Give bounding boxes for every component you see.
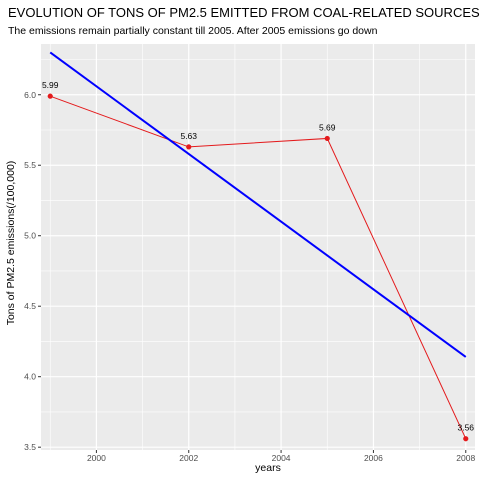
y-axis: 3.5 4.0 4.5 5.0 5.5 6.0 bbox=[24, 90, 41, 452]
data-label: 5.99 bbox=[42, 80, 59, 90]
x-axis-label: years bbox=[255, 462, 281, 474]
chart-title: EVOLUTION OF TONS OF PM2.5 EMITTED FROM … bbox=[8, 5, 480, 20]
data-label: 3.56 bbox=[457, 423, 474, 433]
trend-line bbox=[49, 51, 467, 358]
y-tick-label: 6.0 bbox=[24, 90, 36, 100]
data-label: 5.63 bbox=[180, 131, 197, 141]
x-tick-label: 2000 bbox=[87, 453, 106, 463]
x-tick-label: 2004 bbox=[272, 453, 291, 463]
plot-panel bbox=[41, 44, 475, 450]
data-label: 5.69 bbox=[319, 122, 336, 132]
y-tick-label: 4.0 bbox=[24, 372, 36, 382]
minor-gridlines bbox=[41, 44, 475, 450]
x-tick-label: 2002 bbox=[179, 453, 198, 463]
data-point bbox=[463, 436, 469, 442]
y-tick-label: 4.5 bbox=[24, 301, 36, 311]
chart-subtitle: The emissions remain partially constant … bbox=[8, 25, 378, 37]
emissions-line bbox=[50, 95, 467, 439]
data-point bbox=[324, 135, 330, 142]
x-axis: 2000 2002 2004 2006 2008 bbox=[87, 450, 475, 463]
data-point bbox=[186, 144, 192, 150]
y-axis-label: Tons of PM2.5 emissions(/100,000) bbox=[5, 161, 17, 326]
y-tick-label: 5.0 bbox=[24, 231, 36, 241]
data-point bbox=[47, 93, 53, 99]
x-tick-label: 2008 bbox=[456, 453, 475, 463]
x-tick-label: 2006 bbox=[364, 453, 383, 463]
data-labels: 5.99 5.63 5.69 3.56 bbox=[42, 80, 474, 433]
major-gridlines bbox=[41, 44, 475, 450]
y-tick-label: 5.5 bbox=[24, 160, 36, 170]
y-tick-label: 3.5 bbox=[24, 442, 36, 452]
series-layer bbox=[47, 51, 469, 442]
